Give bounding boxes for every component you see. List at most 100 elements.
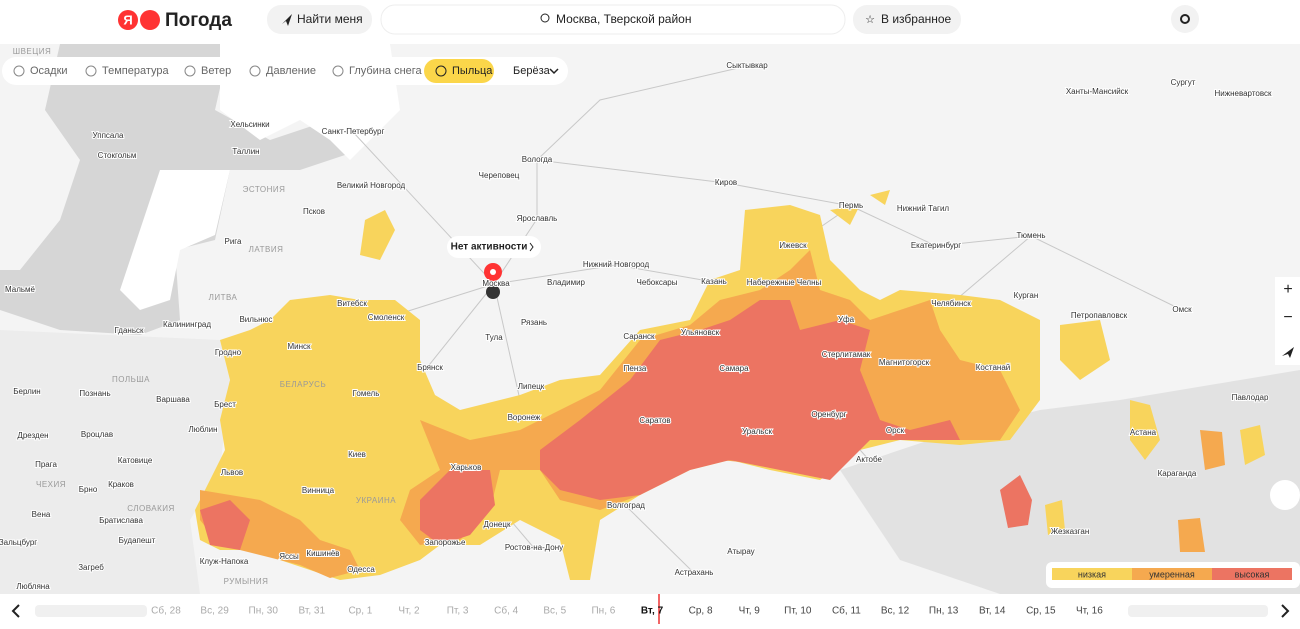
city-label: Одесса <box>347 565 375 574</box>
city-label: Хельсинки <box>230 120 269 129</box>
city-label: Рязань <box>521 318 547 327</box>
city-label: Рига <box>225 237 243 246</box>
timeline-day[interactable]: Сб, 28 <box>151 605 181 617</box>
city-label: Брест <box>214 400 236 409</box>
timeline-day[interactable]: Ср, 15 <box>1026 606 1056 617</box>
locate-icon <box>282 14 292 26</box>
city-label: Актобе <box>856 455 882 464</box>
timeline-day[interactable]: Вт, 14 <box>979 606 1006 617</box>
country-label: ШВЕЦИЯ <box>13 47 51 56</box>
city-label: Казань <box>701 277 727 286</box>
chevron <box>529 242 534 252</box>
city-label: Орск <box>886 426 905 435</box>
legend-label: умеренная <box>1149 569 1195 579</box>
city-label: Екатеринбург <box>911 241 961 250</box>
region <box>0 330 230 594</box>
timeline-day[interactable]: Вт, 7 <box>641 606 664 617</box>
locate-text: Найти меня <box>297 12 363 26</box>
land <box>0 44 80 270</box>
city-label: Варшава <box>156 395 190 404</box>
timeline-day[interactable]: Сб, 11 <box>832 605 861 617</box>
popup-text: Нет активности <box>451 242 528 253</box>
settings-button[interactable] <box>1171 5 1199 33</box>
timeline-day[interactable]: Ср, 1 <box>348 606 372 617</box>
next-arrow[interactable] <box>1281 604 1290 618</box>
timeline-day[interactable]: Вт, 31 <box>299 606 326 617</box>
city-label: Нижний Тагил <box>897 204 950 213</box>
prev-arrow[interactable] <box>11 604 20 618</box>
geolocate[interactable] <box>1282 347 1294 358</box>
timeline-day[interactable]: Пт, 3 <box>447 606 469 617</box>
fullscreen-button[interactable] <box>1270 480 1300 510</box>
legend-swatch <box>1212 568 1292 580</box>
home-icon <box>486 285 500 299</box>
layer-icon <box>184 65 196 77</box>
timeline-day[interactable]: Вс, 12 <box>881 606 910 617</box>
timeline-day[interactable]: Пт, 10 <box>784 606 812 617</box>
settings-icon <box>1180 14 1190 24</box>
city-label: Магнитогорск <box>879 358 930 367</box>
city-label: Чебоксары <box>637 278 678 287</box>
timeline-day[interactable]: Чт, 16 <box>1076 606 1103 617</box>
layer-button[interactable]: Глубина снега <box>349 65 423 77</box>
layer-icon <box>249 65 261 77</box>
city-label: Воронеж <box>508 413 541 422</box>
favorite-button[interactable] <box>853 5 961 34</box>
timeline-day[interactable]: Пн, 13 <box>929 606 959 617</box>
map <box>0 44 1300 594</box>
layer-button[interactable]: Температура <box>102 65 170 77</box>
city-label: Великий Новгород <box>337 181 406 190</box>
favorite-text: В избранное <box>881 12 952 26</box>
timeline-day[interactable]: Пн, 30 <box>249 606 279 617</box>
city-label: Тула <box>485 333 503 342</box>
city-label: Уппсала <box>93 131 125 140</box>
city-label: Гродно <box>215 348 242 357</box>
locate-button[interactable] <box>267 5 372 34</box>
timeline-bar <box>0 594 1300 624</box>
city-label: Нижневартовск <box>1214 89 1272 98</box>
country-label: ЛИТВА <box>209 293 238 302</box>
city-label: Оренбург <box>811 410 846 419</box>
timeline-placeholder <box>1128 605 1268 617</box>
zoom-in[interactable]: + <box>1283 281 1292 298</box>
legend-swatch <box>1132 568 1212 580</box>
layer-button[interactable]: Осадки <box>30 65 68 77</box>
timeline-day[interactable]: Вс, 29 <box>200 606 229 617</box>
layer-icon <box>435 65 447 77</box>
city-label: Смоленск <box>368 313 405 322</box>
layer-button[interactable]: Пыльца <box>452 65 493 77</box>
city-label: Ярославль <box>517 214 558 223</box>
timeline-day[interactable]: Вс, 5 <box>543 606 566 617</box>
plant-select[interactable]: Берёза <box>513 65 551 77</box>
timeline-day[interactable]: Чт, 9 <box>739 606 761 617</box>
city-label: Липецк <box>518 382 545 391</box>
logo-text[interactable]: Погода <box>165 10 232 31</box>
timeline-day[interactable]: Пн, 6 <box>591 606 615 617</box>
zoom-out[interactable]: − <box>1283 309 1292 326</box>
city-label: Астана <box>1130 428 1157 437</box>
city-label: Таллин <box>232 147 259 156</box>
timeline-day[interactable]: Чт, 2 <box>398 606 420 617</box>
city-label: Будапешт <box>119 536 156 545</box>
popup[interactable]: Нет активности <box>447 236 541 258</box>
layer-button[interactable]: Давление <box>266 65 316 77</box>
city-label: Гданьск <box>115 326 145 335</box>
location-pin[interactable] <box>484 263 502 299</box>
city-label: Катовице <box>118 456 153 465</box>
city-label: Познань <box>79 389 110 398</box>
city-label: Уфа <box>838 315 855 324</box>
city-label: Киев <box>348 450 366 459</box>
layers: Осадки Температура Ветер Давление Глубина сн… <box>13 59 494 83</box>
search-box[interactable] <box>380 4 846 35</box>
layer-icon <box>332 65 344 77</box>
layer-button[interactable]: Ветер <box>201 65 231 77</box>
city-label: Санкт-Петербург <box>322 127 385 136</box>
popup-box <box>447 236 541 258</box>
city-label: Прага <box>35 460 57 469</box>
timeline-day[interactable]: Сб, 4 <box>494 605 519 617</box>
city-label: Минск <box>287 342 311 351</box>
timeline-day[interactable]: Ср, 8 <box>689 606 713 617</box>
city-label: Ханты-Мансийск <box>1066 87 1129 96</box>
city-label: Ульяновск <box>681 328 720 337</box>
city-label: Псков <box>303 207 325 216</box>
